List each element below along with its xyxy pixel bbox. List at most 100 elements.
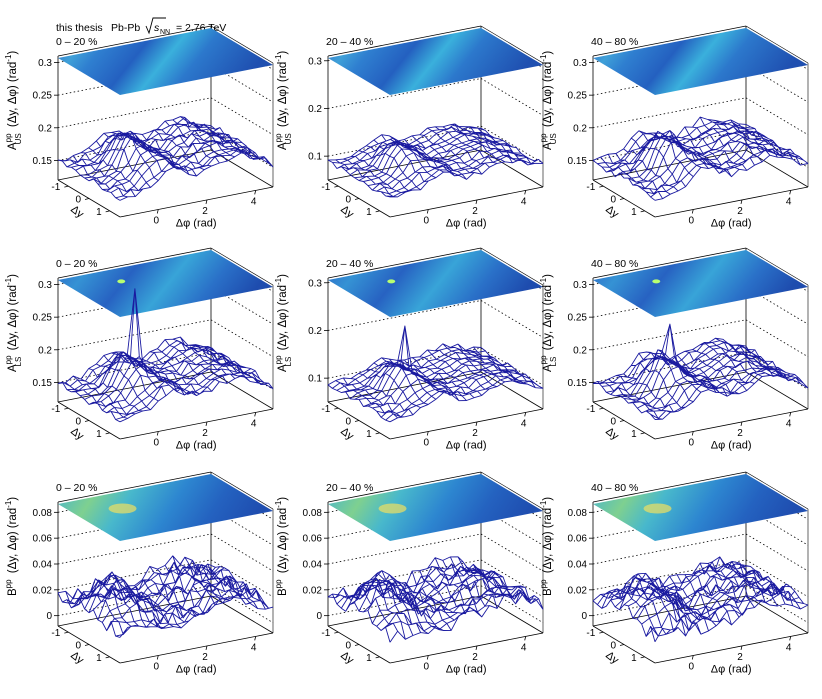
x-tick — [789, 190, 792, 195]
y-axis-title: Δy — [338, 649, 356, 667]
x-axis-title: Δφ (rad) — [176, 664, 217, 676]
axis-box-edge — [57, 247, 212, 279]
z-tick-label: 0.08 — [303, 508, 323, 519]
x-axis-title: Δφ (rad) — [176, 440, 217, 452]
y-tick — [64, 631, 69, 634]
z-tick-label: 0.04 — [303, 560, 323, 571]
x-tick-label: 0 — [688, 662, 694, 673]
x-tick-label: 2 — [202, 428, 208, 439]
z-gridline — [592, 533, 747, 565]
colormap-hotspot — [652, 279, 661, 284]
axis-box-edge — [327, 247, 482, 279]
z-tick-label: 0.3 — [38, 58, 52, 69]
z-axis-title: AppUS (Δy, Δφ) (rad-1) — [274, 51, 293, 150]
axis-box-edge — [654, 186, 809, 218]
z-gridline — [210, 97, 274, 136]
z-tick-label: 0.04 — [33, 560, 53, 571]
x-tick-label: 2 — [472, 428, 478, 439]
z-gridline — [210, 585, 274, 624]
axis-box-edge — [592, 247, 747, 279]
z-tick-label: 0.02 — [303, 585, 323, 596]
axis-box-edge — [327, 371, 482, 403]
y-tick — [375, 656, 380, 659]
z-gridline — [745, 97, 809, 136]
x-tick — [524, 190, 527, 195]
y-tick-label: 1 — [631, 429, 637, 440]
axis-box-edge — [654, 632, 809, 664]
axis-box-edge — [480, 371, 544, 410]
x-tick-label: 4 — [786, 196, 792, 207]
header-collision-system: Pb-Pb — [111, 22, 140, 34]
z-tick-label: 0.2 — [573, 345, 587, 356]
surface-mesh — [327, 325, 544, 423]
y-axis-title: Δy — [68, 203, 86, 221]
x-tick-label: 4 — [251, 642, 257, 653]
y-tick-label: -1 — [586, 404, 595, 415]
colormap-hotspot — [643, 503, 672, 514]
z-tick-label: 0.2 — [308, 326, 322, 337]
axis-box-edge — [119, 632, 274, 664]
y-tick-label: -1 — [586, 182, 595, 193]
y-tick — [105, 210, 110, 213]
surface-mesh — [592, 116, 809, 201]
colormap-hotspot — [108, 503, 137, 514]
panel-title: 0 – 20 % — [56, 36, 97, 48]
z-tick-label: 0.1 — [308, 152, 322, 163]
x-tick-label: 0 — [688, 438, 694, 449]
y-tick-label: 0 — [75, 417, 81, 428]
axis-box-edge — [389, 186, 544, 218]
x-tick-label: 4 — [521, 642, 527, 653]
surface-mesh — [327, 556, 544, 643]
y-tick — [619, 644, 625, 646]
axis-box-edge — [57, 371, 212, 403]
x-tick-label: 2 — [202, 652, 208, 663]
z-tick-label: 0.25 — [33, 313, 53, 324]
y-tick — [334, 407, 339, 410]
x-tick — [691, 431, 694, 436]
axis-box-edge — [592, 595, 747, 627]
axis-box-edge — [480, 595, 544, 634]
axis-box-edge — [327, 25, 482, 57]
y-tick — [640, 656, 645, 659]
y-tick-label: -1 — [51, 628, 60, 639]
y-axis-title: Δy — [68, 425, 86, 443]
panel-title: 20 – 40 % — [326, 482, 373, 494]
x-tick — [740, 421, 743, 427]
z-tick-label: 0.06 — [303, 534, 323, 545]
x-axis-title: Δφ (rad) — [446, 664, 487, 676]
sqrt-sign-icon — [145, 17, 166, 35]
axis-box-edge — [480, 247, 544, 286]
y-tick — [105, 432, 110, 435]
y-tick — [64, 185, 69, 188]
axis-box-edge — [389, 408, 544, 440]
z-tick-label: 0.3 — [573, 58, 587, 69]
x-tick-label: 4 — [521, 196, 527, 207]
x-tick-label: 2 — [202, 206, 208, 217]
z-tick-label: 0.15 — [568, 378, 588, 389]
y-tick-label: 1 — [366, 429, 372, 440]
y-tick — [640, 432, 645, 435]
z-tick-label: 0.1 — [308, 374, 322, 385]
y-tick-label: 1 — [96, 207, 102, 218]
y-axis-title: Δy — [338, 203, 356, 221]
colormap-hotspot — [117, 279, 126, 284]
y-tick-label: 1 — [631, 207, 637, 218]
x-tick — [156, 431, 159, 436]
y-tick — [375, 432, 380, 435]
x-tick — [475, 645, 478, 651]
surface-mesh — [57, 555, 274, 638]
axis-box-edge — [57, 25, 212, 57]
y-axis-title: Δy — [603, 203, 621, 221]
y-tick-label: 1 — [366, 207, 372, 218]
z-gridline — [480, 125, 544, 164]
x-tick — [426, 431, 429, 436]
x-tick — [205, 199, 208, 205]
y-tick-label: 1 — [96, 429, 102, 440]
z-tick-label: 0.3 — [38, 280, 52, 291]
y-tick-label: -1 — [51, 182, 60, 193]
z-tick-label: 0.25 — [33, 91, 53, 102]
z-axis-title: Bpp (Δy, Δφ) (rad-1) — [274, 497, 289, 596]
x-tick — [740, 645, 743, 651]
